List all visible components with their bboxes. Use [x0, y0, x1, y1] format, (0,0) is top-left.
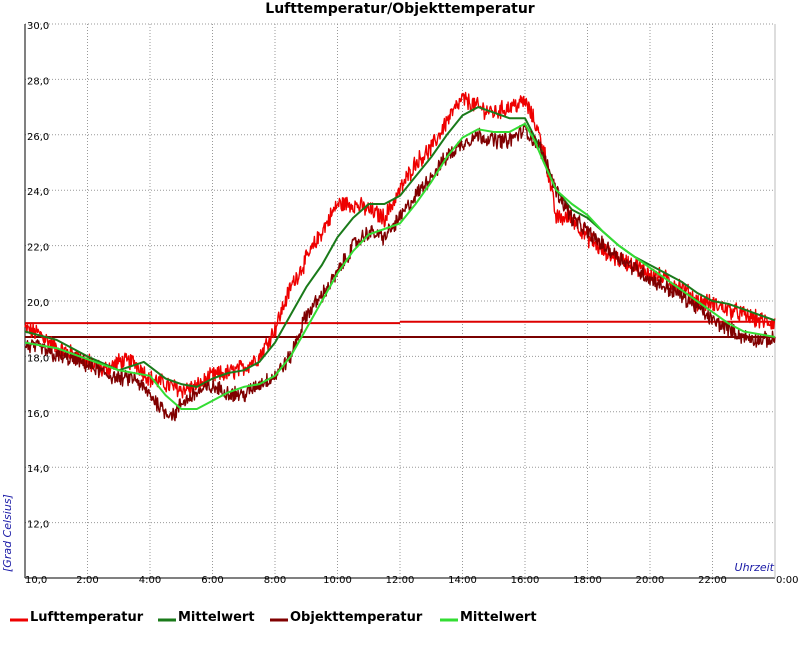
x-tick-label: 2:00: [76, 575, 98, 586]
legend-label: Mittelwert: [178, 610, 255, 625]
y-tick-label: 10,0: [25, 575, 47, 586]
x-tick-label: 12:00: [386, 575, 415, 586]
legend-label: Mittelwert: [460, 610, 537, 625]
chart-title: Lufttemperatur/Objekttemperatur: [265, 1, 535, 17]
y-tick-label: 12,0: [27, 520, 49, 531]
x-tick-label: 18:00: [573, 575, 602, 586]
y-tick-labels: 12,014,016,018,020,022,024,026,028,030,0…: [25, 21, 49, 586]
y-tick-label: 28,0: [27, 76, 49, 87]
x-axis-label: Uhrzeit: [735, 561, 775, 574]
x-tick-label: 4:00: [139, 575, 161, 586]
x-tick-label: 14:00: [448, 575, 477, 586]
y-tick-label: 30,0: [27, 21, 49, 32]
y-tick-label: 20,0: [27, 298, 49, 309]
y-axis-label: [Grad Celsius]: [1, 494, 14, 572]
x-tick-label: 8:00: [264, 575, 286, 586]
y-tick-label: 26,0: [27, 132, 49, 143]
y-tick-label: 22,0: [27, 243, 49, 254]
legend-label: Lufttemperatur: [30, 610, 144, 625]
x-tick-label: 0:00: [776, 575, 798, 586]
legend-label: Objekttemperatur: [290, 610, 423, 625]
y-tick-label: 14,0: [27, 464, 49, 475]
x-tick-label: 10:00: [323, 575, 352, 586]
x-tick-label: 20:00: [636, 575, 665, 586]
y-tick-label: 24,0: [27, 187, 49, 198]
grid: [25, 24, 775, 578]
y-tick-label: 16,0: [27, 409, 49, 420]
x-tick-label: 6:00: [201, 575, 223, 586]
x-tick-labels: 2:00 4:00 6:00 8:00 10:00 12:00 14:00 16:00 18:0…: [76, 575, 798, 586]
x-tick-label: 22:00: [698, 575, 727, 586]
legend: Lufttemperatur Mittelwert Objekttemperatur…: [10, 610, 537, 625]
x-tick-label: 16:00: [511, 575, 540, 586]
reference-lines: [25, 322, 775, 337]
